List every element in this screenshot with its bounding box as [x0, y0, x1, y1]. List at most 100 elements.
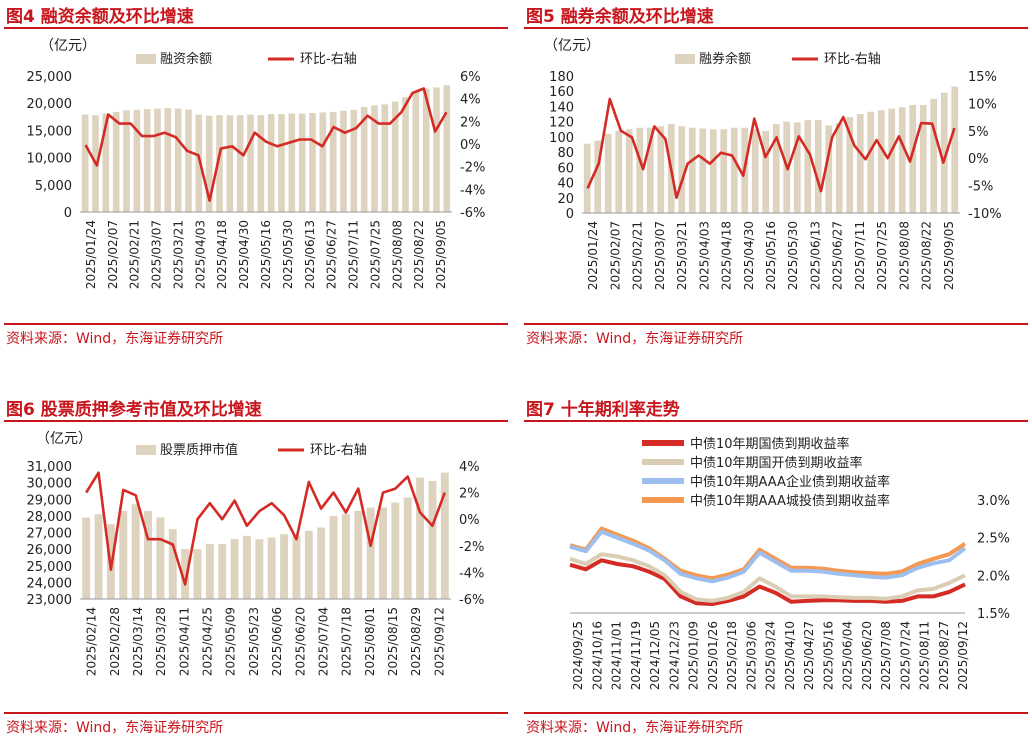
legend-swatch-bar [136, 54, 156, 64]
y-right-tick-label: 4% [459, 460, 480, 475]
x-tick-label: 2025/06/04 [841, 621, 855, 690]
chart-panel-pledge-value: 图6 股票质押参考市值及环比增速 （亿元） 股票质押市值 环比-右轴 23,000 24… [0, 393, 516, 740]
bar [762, 130, 770, 213]
chart-title: 图5 融券余额及环比增速 [526, 7, 714, 27]
y-right-tick-label: 0% [968, 152, 989, 167]
bar [205, 115, 213, 212]
bar [341, 514, 350, 599]
bar [604, 133, 612, 213]
bar [298, 113, 306, 212]
bar [247, 114, 254, 212]
x-tick-label: 2025/07/25 [368, 220, 382, 289]
bar [143, 109, 151, 212]
x-tick-label: 2025/04/03 [193, 220, 207, 289]
chart-title: 图7 十年期利率走势 [526, 400, 680, 420]
bar [366, 507, 375, 599]
x-tick-label: 2025/05/23 [247, 607, 261, 676]
series-line [569, 526, 967, 581]
bar [402, 97, 409, 212]
x-tick-label: 2025/05/16 [764, 221, 778, 290]
bar [583, 143, 591, 213]
y-left-tick-label: 40 [557, 177, 574, 192]
bar [154, 108, 161, 212]
x-tick-label: 2025/01/24 [586, 221, 600, 290]
x-tick-label: 2025/03/14 [131, 607, 145, 676]
bar [278, 114, 285, 212]
bar [156, 517, 165, 599]
x-tick-label: 2025/04/03 [697, 221, 711, 290]
bar [340, 110, 347, 212]
chart-title: 图4 融资余额及环比增速 [6, 7, 194, 27]
y-right-tick-label: 10% [968, 97, 997, 112]
bar [81, 114, 89, 212]
x-tick-label: 2025/02/07 [608, 221, 622, 290]
y-right-tick-label: -4% [459, 566, 484, 581]
bar [205, 544, 214, 599]
y-right-tick-label: -6% [460, 206, 485, 221]
y-left-tick-label: 120 [549, 116, 574, 131]
bar [379, 507, 387, 599]
y-left-tick-label: 5,000 [35, 179, 72, 194]
x-tick-label: 2025/05/09 [224, 607, 238, 676]
title-rule [4, 27, 508, 29]
x-tick-label: 2024/11/19 [629, 621, 643, 690]
legend-label: 股票质押市值 [160, 442, 238, 458]
legend-swatch-bar [675, 54, 695, 64]
x-tick-label: 2025/05/16 [259, 220, 273, 289]
bar [825, 125, 833, 213]
x-tick-label: 2025/08/08 [897, 221, 911, 290]
bar [636, 127, 644, 213]
bar [440, 472, 449, 599]
bar [112, 111, 120, 212]
x-tick-label: 2025/06/27 [325, 220, 339, 289]
series-line [569, 558, 966, 606]
bar [428, 480, 437, 599]
x-tick-label: 2025/07/24 [898, 621, 912, 690]
y-left-tick-label: 0 [566, 207, 574, 222]
y-left-tick-label: 60 [557, 161, 574, 176]
y-left-tick-label: 23,000 [27, 593, 73, 608]
bar [195, 114, 203, 212]
x-tick-label: 2025/06/27 [831, 221, 845, 290]
legend-label: 环比-右轴 [824, 52, 881, 67]
bar [391, 502, 400, 599]
y-left-tick-label: 100 [549, 131, 574, 146]
y-left-tick-label: 29,000 [27, 493, 73, 508]
y-left-tick-label: 25,000 [27, 70, 73, 85]
bar [144, 510, 152, 599]
y-right-tick-label: 0% [460, 138, 481, 153]
bar [255, 539, 264, 599]
chart-panel-short-balance: 图5 融券余额及环比增速 （亿元） 融券余额 环比-右轴 0 20 40 60 80 100 12… [520, 0, 1032, 370]
series-line [569, 529, 967, 584]
chart-svg: （亿元）股票质押市值 环比-右轴23,00024,00025,00026,0002… [27, 431, 485, 676]
bar [919, 104, 927, 213]
bar [218, 544, 227, 599]
x-tick-label: 2025/01/09 [687, 621, 701, 690]
bar [317, 527, 326, 599]
x-tick-label: 2025/03/06 [744, 621, 758, 690]
chart-panel-financing-balance: 图4 融资余额及环比增速 （亿元） 融资余额 环比-右轴 0 5,000 10,000 15… [0, 0, 516, 370]
bar [267, 114, 275, 212]
bar [814, 120, 822, 213]
x-tick-label: 2025/03/24 [764, 621, 778, 690]
bar [329, 515, 338, 599]
legend-label: 中债10年期国债到期收益率 [690, 436, 850, 452]
bar [867, 111, 875, 213]
y-right-tick-label: 4% [460, 93, 481, 108]
source-rule [4, 323, 508, 325]
x-tick-label: 2024/11/01 [610, 621, 624, 690]
x-tick-label: 2025/03/28 [154, 607, 168, 676]
x-tick-label: 2025/08/27 [937, 621, 951, 690]
y-right-tick-label: 0% [459, 513, 480, 528]
x-tick-label: 2025/05/30 [786, 221, 800, 290]
bar [131, 504, 140, 599]
bar [412, 91, 420, 212]
x-tick-label: 2025/06/13 [303, 220, 317, 289]
x-tick-label: 2025/07/18 [340, 607, 354, 676]
bar [168, 529, 177, 599]
y-left-tick-label: 30,000 [27, 477, 73, 492]
legend-label: 中债10年期国开债到期收益率 [690, 455, 863, 471]
bar [856, 114, 864, 213]
y-tick-label: 2.0% [977, 569, 1010, 584]
y-left-tick-label: 31,000 [27, 460, 73, 475]
